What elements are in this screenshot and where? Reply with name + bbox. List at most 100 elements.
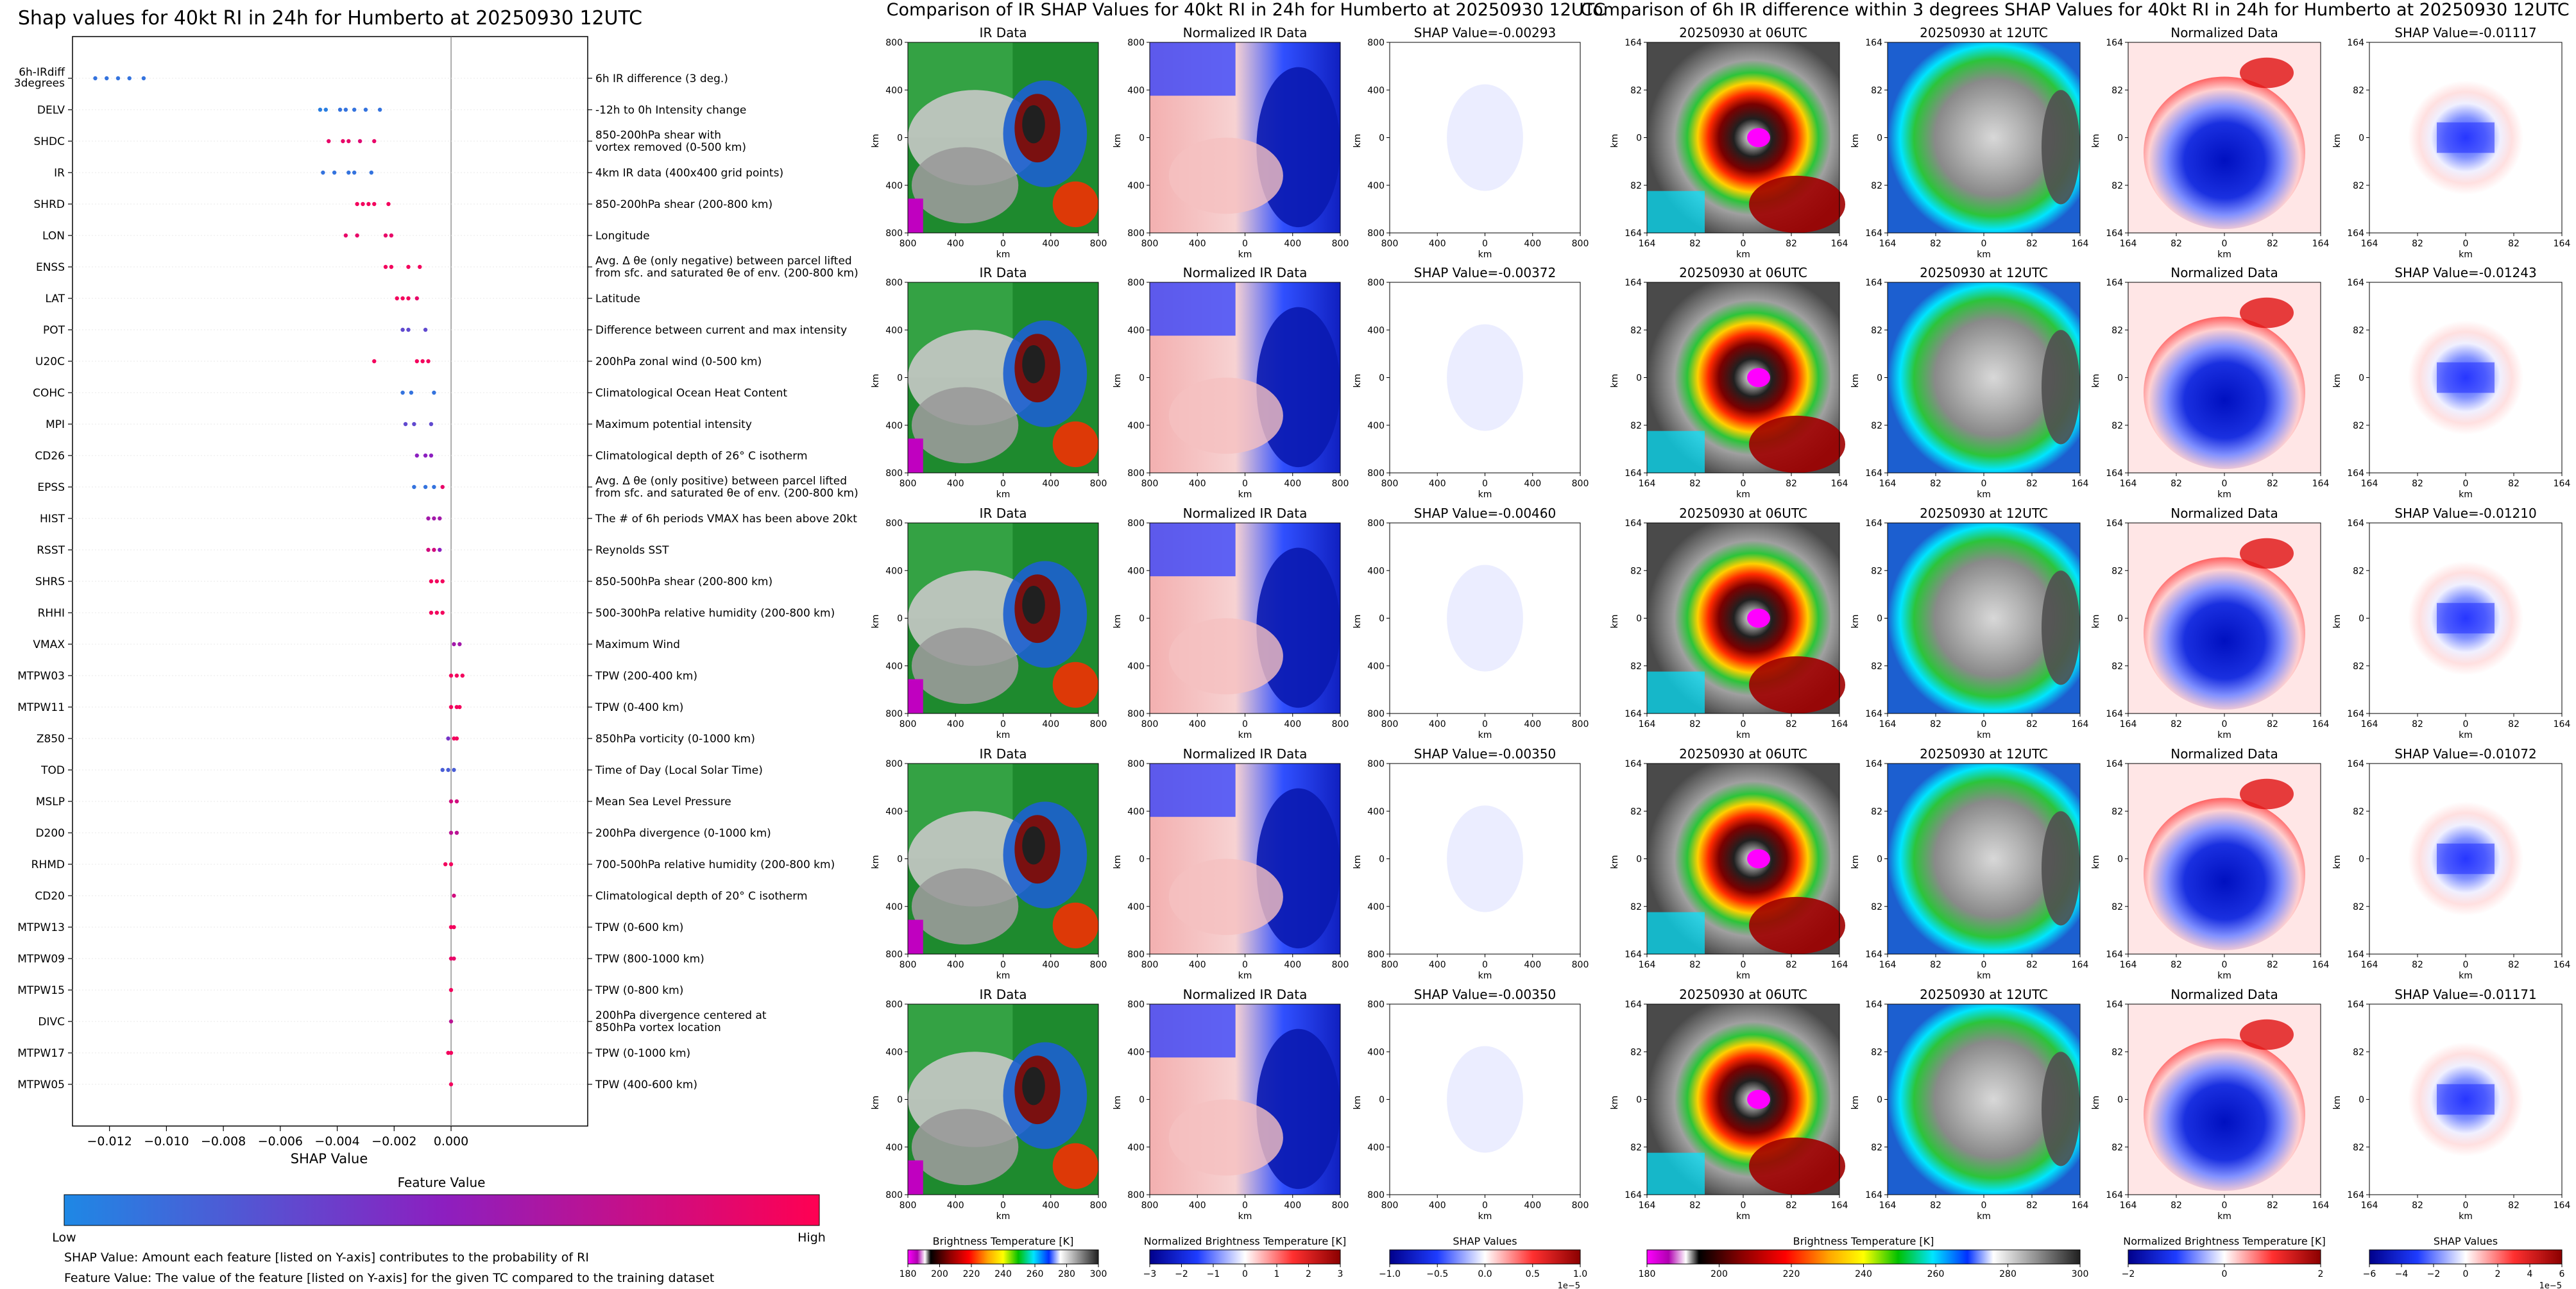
- norm-region: [1150, 523, 1236, 577]
- column-title: Normalized Data: [2171, 506, 2278, 521]
- x-unit-label: km: [996, 730, 1011, 740]
- diff-image-normalized: [2128, 42, 2321, 234]
- colorbar-tick-label: 2: [1306, 1269, 1311, 1279]
- x-tick-label: 400: [1284, 719, 1301, 730]
- colorbar-tick-label: −2: [2427, 1269, 2441, 1279]
- shap-point: [448, 956, 454, 961]
- y-tick-label: 82: [1630, 325, 1642, 336]
- x-tick-label: 82: [2412, 479, 2423, 489]
- feature-description: TPW (0-600 km): [595, 921, 683, 934]
- x-unit-label: km: [1977, 1211, 1991, 1222]
- cold-region: [1647, 431, 1705, 473]
- x-tick-label: 400: [1042, 719, 1059, 730]
- colorbar-tick-label: 180: [1639, 1269, 1656, 1279]
- y-unit-label: km: [871, 615, 881, 629]
- colorbar-tick-label: 260: [1927, 1269, 1945, 1279]
- x-tick-label: 800: [1141, 1200, 1159, 1211]
- y-tick-label: 164: [2347, 228, 2364, 239]
- x-tick-label: 82: [1930, 960, 1941, 970]
- y-unit-label: km: [1610, 615, 1620, 629]
- shap-point: [414, 296, 420, 301]
- shap-point: [386, 201, 391, 207]
- colorbar: [1389, 1249, 1581, 1265]
- y-tick-label: 400: [1127, 181, 1145, 191]
- dark-region: [2042, 90, 2080, 205]
- colorbar-exponent: 1e−5: [1558, 1281, 1580, 1289]
- shap-faint-region: [1447, 84, 1523, 191]
- diff-image-normalized: [2128, 522, 2321, 714]
- feature-description: TPW (200-400 km): [595, 670, 697, 683]
- x-tick-label: 164: [2072, 479, 2089, 489]
- x-unit-label: km: [1736, 250, 1750, 260]
- x-unit-label: km: [2459, 1211, 2473, 1222]
- y-tick-label: 82: [1630, 662, 1642, 672]
- shap-point: [409, 390, 414, 395]
- x-tick-label: 800: [1090, 960, 1107, 970]
- x-tick-label: 82: [2267, 479, 2278, 489]
- y-unit-label: km: [2332, 374, 2342, 388]
- shap-point: [454, 799, 459, 804]
- y-tick-label: 82: [1871, 902, 1882, 912]
- column-title: 20250930 at 12UTC: [1920, 987, 2048, 1002]
- colorbar-tick-label: 300: [2072, 1269, 2089, 1279]
- shap-image: [1389, 42, 1581, 234]
- shap-point: [400, 327, 405, 332]
- y-unit-label: km: [871, 374, 881, 388]
- y-tick-label: 164: [2347, 950, 2364, 960]
- x-tick-label: 400: [1524, 239, 1541, 249]
- colorbar-high-label: High: [798, 1231, 826, 1245]
- y-tick-label: 82: [1630, 85, 1642, 96]
- x-tick-label: 82: [1689, 479, 1701, 489]
- shap-point: [457, 704, 462, 710]
- y-tick-label: 800: [1127, 1190, 1145, 1200]
- x-unit-label: km: [1478, 730, 1492, 740]
- x-tick-label: 0: [1242, 719, 1248, 730]
- colorbar-label: SHAP Values: [2434, 1235, 2498, 1247]
- feature-description: Latitude: [595, 293, 640, 305]
- x-tick-label: 164: [1879, 960, 1897, 970]
- y-tick-label: 82: [2353, 85, 2364, 96]
- cold-top: [908, 919, 923, 954]
- x-unit-label: km: [1736, 1211, 1750, 1222]
- shap-point: [341, 139, 345, 144]
- shap-point: [440, 484, 445, 490]
- y-tick-label: 164: [1865, 950, 1882, 960]
- colorbar-tick-label: 1.0: [1573, 1269, 1587, 1279]
- y-tick-label: 0: [897, 614, 903, 624]
- x-tick-label: 400: [1042, 1200, 1059, 1211]
- x-tick-label: 0: [1000, 479, 1006, 489]
- feature-description: 200hPa divergence centered at 850hPa vort…: [595, 1009, 767, 1034]
- x-tick-label: 82: [2267, 239, 2278, 249]
- diff-image-06utc: [1646, 42, 1845, 234]
- feature-name: CD26: [35, 450, 65, 463]
- y-tick-label: 800: [885, 518, 903, 529]
- x-tick-label: 800: [1090, 719, 1107, 730]
- y-tick-label: 0: [1379, 1095, 1385, 1105]
- x-tick-label: 164: [2072, 1200, 2089, 1211]
- colorbar-tick-label: −3: [1143, 1269, 1157, 1279]
- cloud-band: [911, 868, 1019, 945]
- column-title: 20250930 at 06UTC: [1679, 265, 1807, 280]
- x-unit-label: km: [2217, 1211, 2231, 1222]
- shap-point: [429, 453, 434, 458]
- x-unit-label: km: [2459, 730, 2473, 740]
- feature-name: MTPW03: [17, 670, 65, 683]
- y-unit-label: km: [1610, 855, 1620, 869]
- y-tick-label: 164: [2106, 709, 2123, 719]
- x-unit-label: km: [1736, 730, 1750, 740]
- x-tick-label: 164: [2312, 239, 2330, 249]
- colorbar-label: Normalized Brightness Temperature [K]: [1144, 1235, 1347, 1247]
- norm-region: [1256, 547, 1340, 708]
- diff-image-shap: [2369, 42, 2563, 234]
- x-tick-label: 82: [2026, 239, 2038, 249]
- y-tick-label: 400: [1367, 566, 1385, 576]
- y-tick-label: 800: [1127, 709, 1145, 719]
- warm-region: [1749, 656, 1845, 713]
- y-tick-label: 82: [2353, 1143, 2364, 1153]
- column-title: 20250930 at 06UTC: [1679, 506, 1807, 521]
- x-tick-label: 0: [2222, 239, 2228, 249]
- x-tick-label: 800: [1381, 1200, 1399, 1211]
- x-tick-label: 800: [1572, 719, 1589, 730]
- colorbar: [1149, 1249, 1341, 1265]
- diff-image-shap: [2369, 763, 2563, 955]
